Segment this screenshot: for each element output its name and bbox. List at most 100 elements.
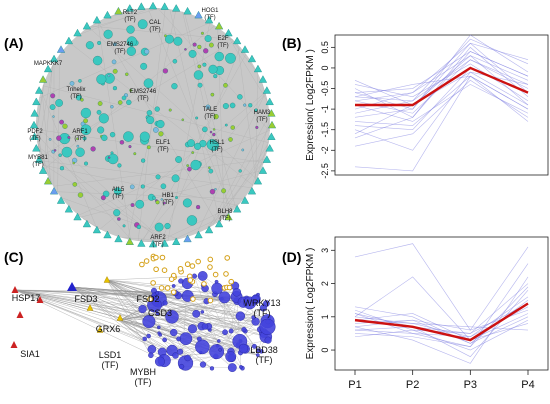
network-a-edge — [251, 118, 270, 188]
network-c-red-tf — [11, 286, 19, 293]
network-c-gene-node — [239, 365, 243, 369]
network-c-edge — [187, 295, 262, 352]
gene-profile-line — [354, 46, 529, 118]
network-a-gene-node — [146, 110, 153, 116]
network-a-gene-node — [173, 36, 183, 46]
network-c-gene-node — [162, 300, 168, 306]
y-tick-label: 3 — [320, 248, 330, 253]
network-a-node-tag: (TF) — [74, 136, 85, 142]
network-a-gene-node — [97, 101, 103, 106]
network-a-gene-node — [243, 103, 247, 107]
network-c-gene-node — [218, 291, 231, 304]
network-c-gene-node — [154, 356, 165, 367]
network-a-tf-node — [30, 109, 39, 117]
network-a-gene-node — [158, 131, 164, 137]
network-a-edge — [83, 218, 85, 220]
x-tick-label: P1 — [348, 379, 361, 391]
network-c-edge — [106, 279, 152, 356]
network-a-gene-node — [214, 51, 224, 62]
network-a-tf-node — [160, 2, 169, 10]
network-a-tf-node — [194, 230, 203, 239]
network-c-yellow-node — [177, 265, 184, 272]
network-c-node-tag: (TF) — [102, 360, 119, 370]
network-a-edge — [38, 63, 54, 148]
network-a-gene-node — [212, 132, 216, 137]
network-a-tf-node — [30, 132, 39, 140]
network-a-node-tag: (TF) — [137, 96, 148, 102]
network-a-edge — [36, 81, 45, 135]
y-axis-label: Expression( Log2FPKM ) — [305, 248, 316, 360]
y-axis-label: Expression( Log2FPKM ) — [305, 49, 316, 161]
network-a-gene-node — [113, 42, 117, 47]
network-a-edge — [39, 22, 210, 99]
y-tick-label: -1 — [320, 105, 330, 113]
gene-profile-line — [354, 71, 529, 151]
network-c-edge — [14, 289, 149, 322]
network-a-gene-node — [110, 105, 114, 109]
network-c-edge — [71, 286, 155, 296]
network-a-gene-node — [140, 184, 145, 189]
network-a-gene-node — [80, 107, 92, 119]
network-c-gene-node — [178, 363, 185, 370]
network-a-tf-node — [82, 21, 92, 30]
network-a-gene-node — [175, 196, 178, 200]
network-a-node-tag: (TF) — [256, 117, 267, 123]
network-c-node-name: FSD3 — [74, 294, 97, 304]
network-c-edge — [71, 286, 152, 350]
network-a-tf-node — [258, 166, 268, 174]
network-c-edge — [119, 319, 149, 337]
network-a-edge — [172, 213, 230, 241]
network-a-gene-node — [129, 184, 135, 190]
network-c-gene-node — [177, 348, 184, 355]
network-c-node-name: HSP17 — [12, 293, 41, 303]
network-a-gene-node — [155, 200, 160, 205]
network-a-tf-node — [233, 204, 242, 213]
network-a-nodes — [29, 1, 277, 248]
network-a-tf-node — [34, 155, 44, 163]
network-c-gene-node — [187, 324, 197, 334]
gene-profile-line — [354, 319, 529, 331]
network-a-node-tag: (TF) — [217, 43, 228, 49]
network-c-gene-node — [209, 344, 225, 360]
network-c-gene-node — [251, 317, 260, 326]
network-a-gene-node — [56, 135, 62, 141]
network-a-gene-node — [206, 139, 218, 151]
network-a-tf-node — [92, 225, 102, 234]
network-c-yellow-node — [153, 254, 159, 261]
network-c-gene-node — [227, 363, 237, 373]
network-a-tf-node — [265, 97, 274, 106]
network-a-node-name: ARF1 — [72, 129, 88, 135]
network-c-gene-node — [217, 339, 221, 343]
network-a-edge — [167, 22, 210, 242]
network-a-gene-node — [117, 163, 122, 168]
network-a-tf-node — [114, 6, 123, 15]
network-c-yellow-tf — [86, 304, 94, 311]
network-c-gene-node — [235, 311, 246, 321]
chart-b: -2.5 -2 -1.5 -1 -0.5 0 0.5 Expression( Log2FPKM… — [305, 34, 549, 179]
gene-profile-line — [354, 290, 529, 358]
network-c-gene-node — [162, 337, 167, 343]
network-a-node-tag: (TF) — [162, 200, 173, 206]
network-c-yellow-node — [168, 276, 175, 283]
network-a-gene-node — [102, 190, 110, 198]
network-c-gene-node — [232, 288, 242, 297]
network-a-gene-node — [83, 118, 88, 124]
network-a-gene-node — [61, 146, 73, 158]
network-c-node-tag: (TF) — [254, 308, 271, 318]
network-c-edge — [106, 275, 203, 281]
network-a-tf-node — [64, 204, 73, 213]
network-a-tf-node — [204, 225, 214, 234]
network-a-gene-node — [112, 86, 118, 91]
network-a-gene-node — [208, 166, 211, 169]
network-c-gene-node — [264, 336, 272, 344]
network-c-yellow-node — [223, 271, 229, 277]
network-a-gene-node — [109, 131, 116, 138]
network-a-node-tag: (TF) — [114, 49, 125, 55]
network-a-edge — [218, 142, 269, 222]
network-a-tf-node — [137, 2, 146, 10]
network-c-edge — [181, 301, 238, 367]
network-a-gene-node — [181, 118, 185, 122]
network-a-gene-node — [130, 203, 135, 207]
network-a-tf-node — [73, 212, 82, 221]
network-a-gene-node — [69, 81, 75, 86]
